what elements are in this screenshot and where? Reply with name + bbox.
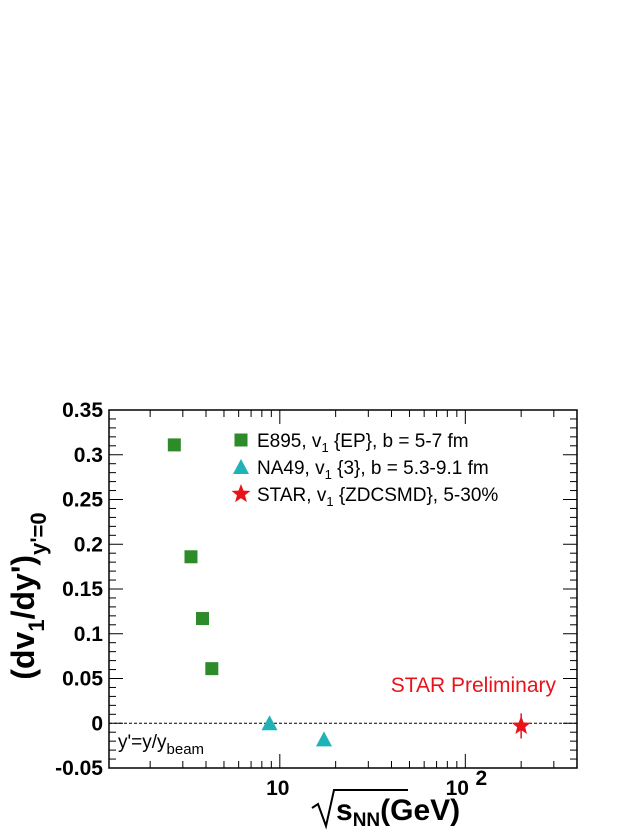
y-tick-label: 0 (91, 712, 103, 735)
legend-marker-star (231, 484, 251, 503)
data-point-square (205, 662, 219, 676)
legend-entry: NA49, v1 {3}, b = 5.3-9.1 fm (257, 458, 489, 482)
y-tick-label: 0.1 (74, 623, 104, 646)
x-axis-title: sNN(GeV) (311, 789, 460, 831)
y-tick-label: 0.35 (62, 399, 103, 422)
svg-text:sNN(GeV): sNN(GeV) (336, 794, 460, 831)
legend-entry: STAR, v1 {ZDCSMD}, 5-30% (257, 485, 498, 509)
y-definition-label: y'=y/ybeam (118, 732, 204, 758)
data-point-triangle (315, 731, 332, 747)
x-tick-exponent: 2 (475, 767, 487, 790)
star-preliminary-label: STAR Preliminary (391, 674, 557, 697)
data-point-star (511, 715, 531, 734)
y-tick-label: 0.25 (62, 489, 103, 512)
y-tick-label: 0.05 (62, 668, 103, 691)
x-tick-label: 10 (446, 777, 469, 800)
data-point-triangle (261, 715, 278, 731)
y-tick-label: 0.3 (74, 444, 103, 467)
data-points (167, 438, 531, 747)
data-point-square (184, 550, 198, 564)
sqrt-symbol (311, 789, 408, 830)
x-tick-labels: 10 10 2 (266, 767, 487, 800)
data-point-square (167, 438, 181, 452)
legend-entry: E895, v1 {EP}, b = 5-7 fm (257, 431, 469, 455)
legend-marker-square (234, 433, 248, 447)
y-tick-label: 0.2 (74, 533, 103, 556)
legend: E895, v1 {EP}, b = 5-7 fm NA49, v1 {3}, b… (231, 431, 498, 509)
data-point-square (195, 612, 209, 626)
x-tick-label: 10 (266, 777, 289, 800)
legend-marker-triangle (233, 459, 249, 474)
y-tick-labels: -0.05 0 0.05 0.1 0.15 0.2 0.25 0.3 0.35 (55, 399, 103, 780)
y-tick-label: -0.05 (55, 757, 103, 780)
y-axis-title: (dv1/dy')y'=0 (5, 512, 51, 679)
y-tick-label: 0.15 (62, 578, 103, 601)
